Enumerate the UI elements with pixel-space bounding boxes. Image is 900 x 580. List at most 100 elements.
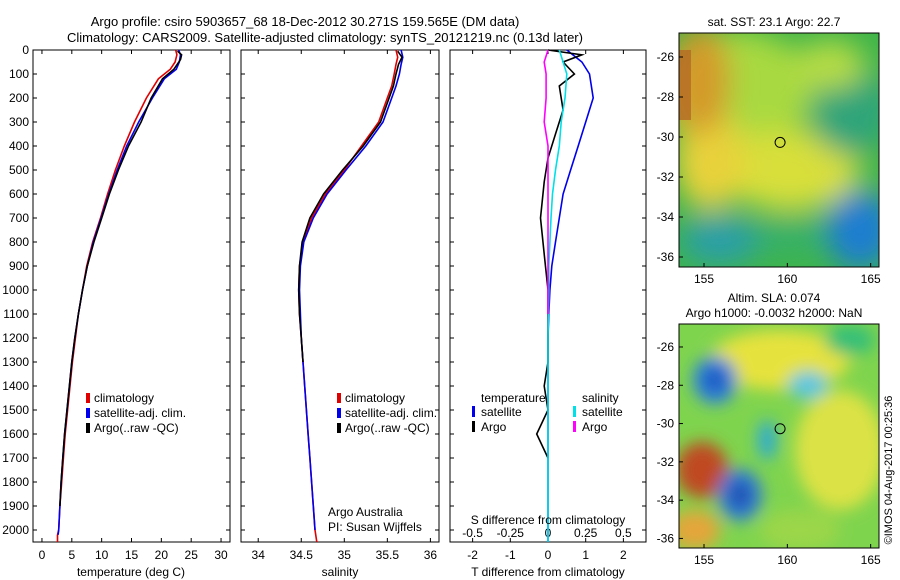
depth-tick-label: 1700	[2, 451, 29, 465]
sla-map-title-1: Altim. SLA: 0.074	[728, 291, 821, 305]
x-tick-label: 34.5	[290, 548, 314, 562]
sst-argo-marker	[774, 136, 786, 148]
map-x-tick-label: 160	[777, 553, 797, 567]
depth-tick-label: 1300	[2, 355, 29, 369]
map-y-tick-label: -26	[657, 340, 675, 354]
temperature-xlabel: temperature (deg C)	[77, 565, 185, 579]
sla-argo-marker	[774, 423, 786, 435]
map-y-tick-label: -36	[657, 250, 675, 264]
series-line	[535, 49, 586, 459]
salinity-xlabel: salinity	[322, 565, 359, 579]
annotation-line-1: Argo Australia	[328, 505, 403, 519]
s-tick-label: -0.25	[497, 526, 525, 540]
depth-tick-label: 700	[9, 211, 29, 225]
map-x-tick-label: 160	[777, 272, 797, 286]
series-line	[297, 50, 403, 363]
depth-tick-label: 2000	[2, 523, 29, 537]
map-y-tick-label: -34	[657, 210, 675, 224]
sst-map-title: sat. SST: 23.1 Argo: 22.7	[708, 15, 841, 29]
depth-tick-label: 1800	[2, 475, 29, 489]
series-line	[59, 50, 183, 507]
temperature-panel: 0100200300400500600700800900100011001200…	[2, 43, 231, 579]
legend-s-argo: Argo	[582, 420, 608, 434]
series-line	[298, 49, 404, 531]
title-line-1: Argo profile: csiro 5903657_68 18-Dec-20…	[91, 14, 520, 29]
temperature-legend: climatology satellite-adj. clim. Argo(..…	[86, 391, 186, 435]
legend-t-satellite: satellite	[481, 405, 522, 419]
difference-xlabel: T difference from climatology	[471, 565, 625, 579]
legend-climatology: climatology	[94, 391, 154, 405]
s-tick-label: 0.25	[574, 526, 598, 540]
difference-legend: temperature salinity satellite Argo sate…	[472, 391, 623, 434]
x-tick-label: 35.5	[376, 548, 400, 562]
depth-tick-label: 400	[9, 139, 29, 153]
x-tick-label: 2	[620, 548, 627, 562]
map-y-tick-label: -32	[657, 170, 675, 184]
salinity-legend: climatology satellite-adj. clim. Argo(..…	[337, 391, 437, 435]
depth-tick-label: 1400	[2, 379, 29, 393]
title-line-2: Climatology: CARS2009. Satellite-adjuste…	[67, 30, 583, 45]
map-y-tick-label: -28	[657, 378, 675, 392]
legend-climatology: climatology	[345, 391, 405, 405]
x-tick-label: 36	[424, 548, 438, 562]
legend-argo: Argo(..raw -QC)	[345, 421, 430, 435]
x-tick-label: 30	[214, 548, 228, 562]
x-tick-label: -1	[505, 548, 516, 562]
map-x-tick-label: 155	[694, 553, 714, 567]
x-tick-label: 25	[185, 548, 199, 562]
map-y-tick-label: -30	[657, 417, 675, 431]
s-tick-label: -0.5	[462, 526, 483, 540]
legend-argo: Argo(..raw -QC)	[94, 421, 179, 435]
depth-tick-label: 1000	[2, 283, 29, 297]
depth-tick-label: 1100	[3, 307, 29, 321]
legend-temperature-title: temperature	[481, 391, 546, 405]
s-tick-label: 0.5	[615, 526, 632, 540]
salinity-panel: 34 34.5 35 35.5 36 salinity climatology sate…	[240, 49, 440, 579]
map-y-tick-label: -36	[657, 531, 675, 545]
map-x-tick-label: 165	[861, 553, 881, 567]
map-y-tick-label: -32	[657, 455, 675, 469]
depth-tick-label: 900	[9, 259, 29, 273]
difference-panel: -2 -1 0 1 2-0.5 -0.25 0 0.25 0.5 T difference fr…	[449, 49, 647, 579]
x-tick-label: 34	[252, 548, 266, 562]
depth-tick-label: 200	[9, 91, 29, 105]
x-tick-label: 1	[582, 548, 589, 562]
depth-tick-label: 500	[9, 163, 29, 177]
legend-salinity-title: salinity	[582, 391, 619, 405]
depth-tick-label: 100	[9, 67, 29, 81]
x-tick-label: 15	[125, 548, 139, 562]
x-tick-label: -2	[467, 548, 478, 562]
sla-map-title-2: Argo h1000: -0.0032 h2000: NaN	[686, 306, 863, 320]
depth-tick-label: 1900	[2, 499, 29, 513]
series-line	[543, 49, 549, 314]
map-x-tick-label: 155	[694, 272, 714, 286]
sla-map: 155 160 165 -26 -28 -30 -32 -34 -36	[657, 323, 881, 567]
x-tick-label: 20	[155, 548, 169, 562]
depth-tick-label: 300	[9, 115, 29, 129]
imos-credit: ©IMOS 04-Aug-2017 00:25:36	[883, 396, 895, 545]
map-y-tick-label: -30	[657, 130, 675, 144]
map-y-tick-label: -28	[657, 90, 675, 104]
depth-tick-label: 1200	[2, 331, 29, 345]
map-y-tick-label: -26	[657, 50, 675, 64]
x-tick-label: 0	[545, 548, 552, 562]
x-tick-label: 10	[95, 548, 109, 562]
map-y-tick-label: -34	[657, 493, 675, 507]
legend-s-satellite: satellite	[582, 405, 623, 419]
x-tick-label: 0	[39, 548, 46, 562]
legend-satellite: satellite-adj. clim.	[94, 406, 186, 420]
legend-t-argo: Argo	[481, 420, 507, 434]
map-x-tick-label: 165	[861, 272, 881, 286]
depth-tick-label: 0	[22, 43, 29, 57]
depth-tick-label: 600	[9, 187, 29, 201]
legend-satellite: satellite-adj. clim.	[345, 406, 437, 420]
x-tick-label: 35	[338, 548, 352, 562]
annotation-line-2: PI: Susan Wijffels	[328, 520, 422, 534]
depth-tick-label: 1600	[2, 427, 29, 441]
depth-tick-label: 800	[9, 235, 29, 249]
depth-tick-label: 1500	[2, 403, 29, 417]
difference-xlabel-top: S difference from climatology	[471, 513, 626, 527]
sst-map: 155 160 165 -26 -28 -30 -32 -34 -36	[657, 32, 881, 286]
x-tick-label: 5	[68, 548, 75, 562]
